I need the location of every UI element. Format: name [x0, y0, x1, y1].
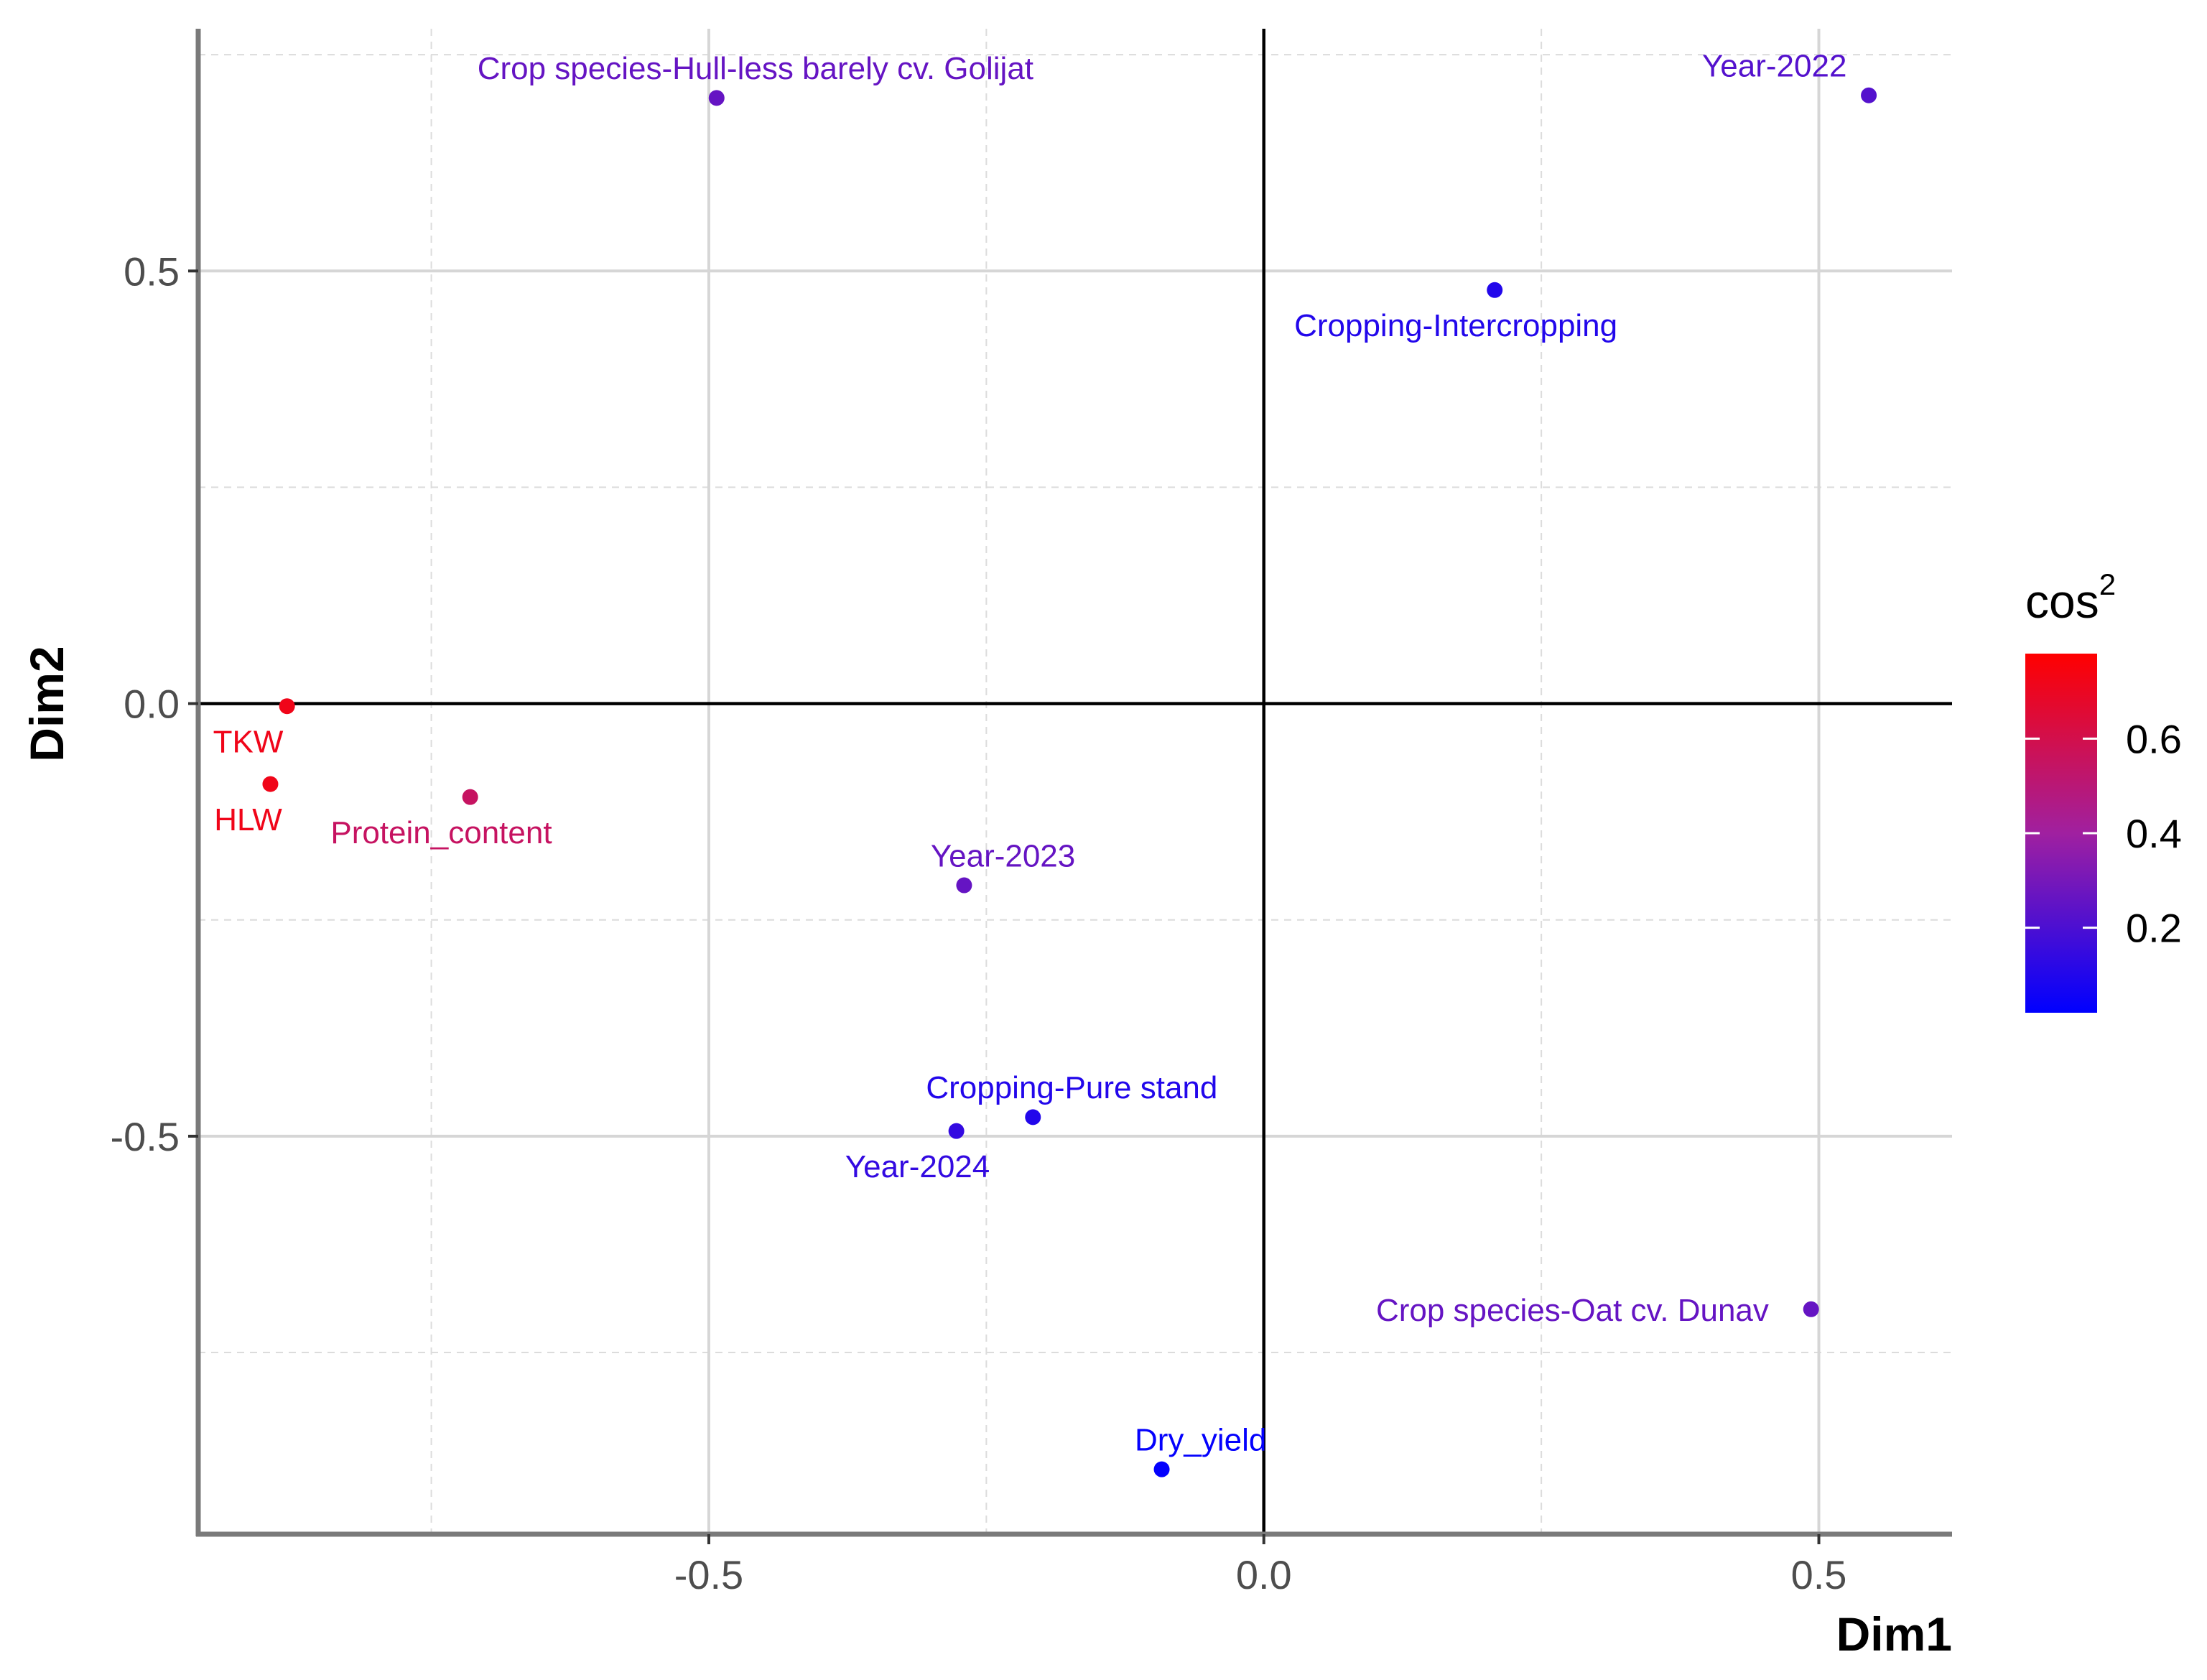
legend-tick-label: 0.4	[2126, 811, 2182, 856]
tick-labels: -0.5 0.0 0.5 -0.5 0.0 0.5	[111, 249, 1847, 1597]
point-labels-layer: Crop species-Hull-less barely cv. Golija…	[213, 49, 1847, 1458]
point-label: Year-2022	[1702, 49, 1846, 84]
points-layer	[262, 87, 1877, 1477]
point-label: Year-2024	[845, 1149, 990, 1184]
data-point	[1025, 1109, 1041, 1126]
point-label: Cropping-Intercropping	[1294, 308, 1617, 343]
x-tick-label: 0.0	[1236, 1552, 1292, 1597]
data-point	[956, 877, 972, 894]
data-point	[1487, 282, 1503, 298]
data-point	[279, 698, 295, 715]
color-legend: cos2 0.2 0.4 0.6	[2025, 567, 2182, 1013]
y-tick-label: -0.5	[111, 1114, 180, 1159]
reference-lines	[198, 29, 1952, 1534]
point-label: TKW	[213, 724, 284, 759]
y-tick-label: 0.0	[124, 682, 180, 727]
data-point	[462, 789, 478, 805]
data-point	[1153, 1461, 1170, 1477]
data-point	[1861, 87, 1877, 103]
point-label: Dry_yield	[1135, 1422, 1266, 1457]
legend-title: cos2	[2025, 567, 2116, 628]
legend-tick-label: 0.6	[2126, 716, 2182, 761]
data-point	[708, 90, 725, 106]
axes	[188, 29, 1952, 1544]
point-label: Cropping-Pure stand	[926, 1070, 1217, 1105]
x-tick-label: 0.5	[1791, 1552, 1847, 1597]
x-axis-title: Dim1	[1836, 1607, 1952, 1661]
point-label: Crop species-Hull-less barely cv. Golija…	[478, 51, 1033, 86]
point-label: Crop species-Oat cv. Dunav	[1376, 1293, 1769, 1328]
x-tick-label: -0.5	[674, 1552, 744, 1597]
point-label: Protein_content	[330, 815, 552, 850]
legend-ticks: 0.2 0.4 0.6	[2025, 716, 2182, 951]
data-point	[948, 1123, 965, 1139]
y-axis-title: Dim2	[20, 646, 73, 761]
data-point	[262, 776, 279, 792]
data-point	[1803, 1301, 1819, 1317]
y-tick-label: 0.5	[124, 249, 180, 294]
legend-tick-label: 0.2	[2126, 906, 2182, 951]
point-label: Year-2023	[931, 838, 1075, 873]
point-label: HLW	[214, 802, 282, 837]
